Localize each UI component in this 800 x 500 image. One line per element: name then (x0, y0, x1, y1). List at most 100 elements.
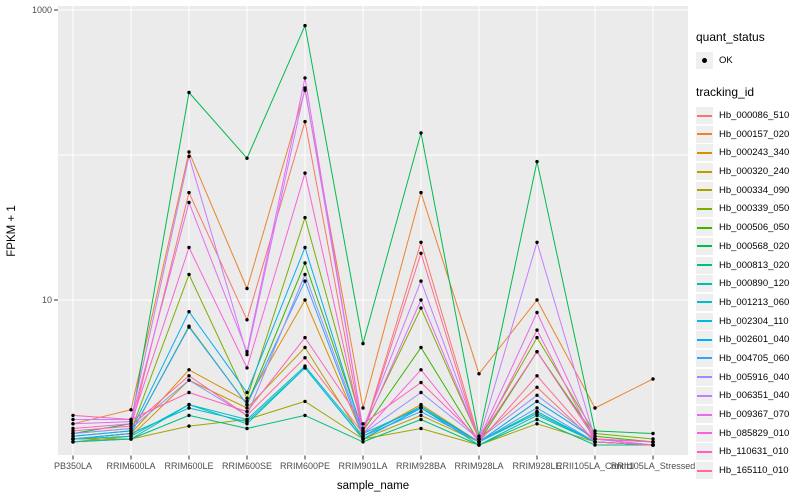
data-point (187, 325, 191, 329)
data-point (535, 393, 539, 397)
data-point (593, 406, 597, 410)
data-point (535, 399, 539, 404)
data-point (71, 437, 75, 441)
data-point (245, 396, 249, 400)
data-point (303, 245, 307, 250)
data-point (187, 406, 191, 410)
data-point (303, 119, 307, 124)
data-point (419, 190, 423, 195)
legend-label-tracking: Hb_000157_020 (719, 128, 790, 140)
data-point (303, 76, 307, 80)
series-color-segment (697, 170, 712, 173)
data-point (245, 406, 249, 410)
series-line-key-icon (696, 368, 713, 386)
series-color-segment (697, 394, 712, 397)
legend-label-tracking: Hb_002601_040 (719, 334, 790, 346)
data-point (245, 350, 249, 354)
legend-label-tracking: Hb_000506_050 (719, 222, 790, 234)
data-point (419, 390, 423, 395)
data-point (187, 200, 191, 205)
data-point (129, 429, 133, 433)
data-point (361, 429, 365, 433)
series-color-segment (697, 376, 712, 379)
series-color-segment (697, 226, 712, 229)
x-tick-label: RRIM928LA (454, 461, 503, 471)
series-color-segment (697, 320, 712, 323)
series-line-key-icon (696, 275, 713, 293)
legend-item-tracking: Hb_005916_040 (696, 368, 800, 386)
series-color-segment (697, 151, 712, 154)
series-color-segment (697, 450, 712, 453)
data-point (129, 424, 133, 428)
series-line-key-icon (696, 312, 713, 330)
data-point (187, 368, 191, 372)
series-color-segment (697, 338, 712, 341)
legend-title-tracking-id: tracking_id (696, 85, 755, 99)
legend-item-tracking: Hb_000243_340 (696, 144, 800, 162)
data-point (187, 378, 191, 382)
legend-label-tracking: Hb_006351_040 (719, 390, 790, 402)
data-point (535, 328, 539, 332)
data-point (303, 335, 307, 340)
legend-item-tracking: Hb_000320_240 (696, 163, 800, 181)
legend-label-tracking: Hb_085829_010 (719, 427, 790, 439)
data-point (419, 306, 423, 310)
data-point (129, 426, 133, 431)
data-point (187, 390, 191, 395)
data-point (535, 240, 539, 244)
series-color-segment (697, 432, 712, 435)
data-point (361, 426, 365, 431)
x-tick-label: RRIM600LE (164, 461, 213, 471)
data-point (419, 380, 423, 385)
data-point (361, 440, 365, 444)
data-point (71, 434, 75, 438)
legend-item-tracking: Hb_000339_050 (696, 200, 800, 218)
data-point (303, 272, 307, 277)
data-point (245, 366, 249, 370)
series-line-key-icon (696, 181, 713, 199)
data-point (535, 374, 539, 378)
data-point (245, 402, 249, 407)
data-point (187, 402, 191, 407)
tracking-id-items: Hb_000086_510 Hb_000157_020 Hb_000243_340 H… (696, 107, 800, 480)
y-tick-label: 10 (42, 295, 52, 305)
legend-label-tracking: Hb_000890_120 (719, 278, 790, 290)
data-point (477, 443, 481, 447)
legend-item-tracking: Hb_002304_110 (696, 312, 800, 330)
data-point (477, 440, 481, 444)
legend-label-tracking: Hb_000568_020 (719, 240, 790, 252)
series-color-segment (697, 357, 712, 360)
data-point (361, 406, 365, 410)
data-point (419, 417, 423, 422)
legend-item-tracking: Hb_000506_050 (696, 219, 800, 237)
data-point (535, 298, 539, 302)
x-tick-label: RRIM600LA (106, 461, 155, 471)
series-line-key-icon (696, 424, 713, 442)
legend-item-tracking: Hb_000334_090 (696, 181, 800, 199)
data-point (477, 372, 481, 376)
data-point (535, 422, 539, 426)
data-point (593, 431, 597, 436)
data-point (361, 422, 365, 426)
data-point (245, 286, 249, 291)
ok-point-key-icon (696, 52, 713, 69)
series-line-key-icon (696, 406, 713, 423)
legend: quant_status OK tracking_id Hb_000086_51… (696, 30, 800, 481)
data-point (71, 426, 75, 431)
series-line-key-icon (696, 387, 713, 405)
data-point (187, 374, 191, 378)
series-line-key-icon (696, 219, 713, 237)
data-point (535, 159, 539, 164)
legend-label-tracking: Hb_000243_340 (719, 147, 790, 159)
data-point (535, 411, 539, 416)
data-point (419, 251, 423, 255)
data-point (303, 356, 307, 360)
data-point (419, 413, 423, 418)
data-point (71, 431, 75, 436)
data-point (71, 440, 75, 444)
data-point (245, 156, 249, 160)
legend-item-tracking: Hb_110631_010 (696, 443, 800, 461)
series-line-key-icon (696, 163, 713, 181)
